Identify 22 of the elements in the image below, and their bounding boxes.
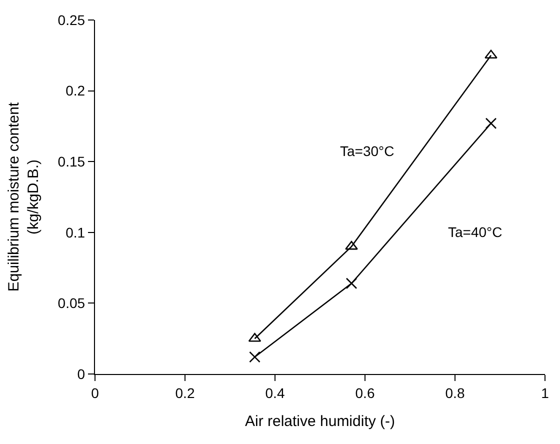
x-tick-label: 0.8 <box>445 384 465 401</box>
y-tick-label: 0.25 <box>58 12 86 28</box>
y-tick-label: 0 <box>77 366 86 382</box>
x-tick-label: 1 <box>541 384 550 401</box>
point <box>248 332 262 342</box>
x-tick-label: 0.4 <box>265 384 285 401</box>
series-label: Ta=30°C <box>340 143 394 159</box>
y-tick-label: 0.05 <box>58 295 86 312</box>
text: Ta=40°C <box>448 224 502 240</box>
point <box>345 240 358 250</box>
y-tick-label: 0.2 <box>66 82 86 99</box>
y-axis-title: Equilibrium moisture content (kg/kgD.B.) <box>6 102 42 292</box>
point <box>249 351 260 363</box>
x-tick-label: 0.2 <box>175 384 195 401</box>
point <box>485 118 497 130</box>
x-axis-title: Air relative humidity (-) <box>244 412 396 430</box>
point <box>484 50 498 59</box>
point <box>346 278 358 290</box>
x-tick-label: 0.6 <box>355 384 375 401</box>
y-tick-label: 0.15 <box>58 154 86 170</box>
x-tick-label: 0 <box>91 384 100 401</box>
y-tick-label: 0.1 <box>66 224 86 240</box>
